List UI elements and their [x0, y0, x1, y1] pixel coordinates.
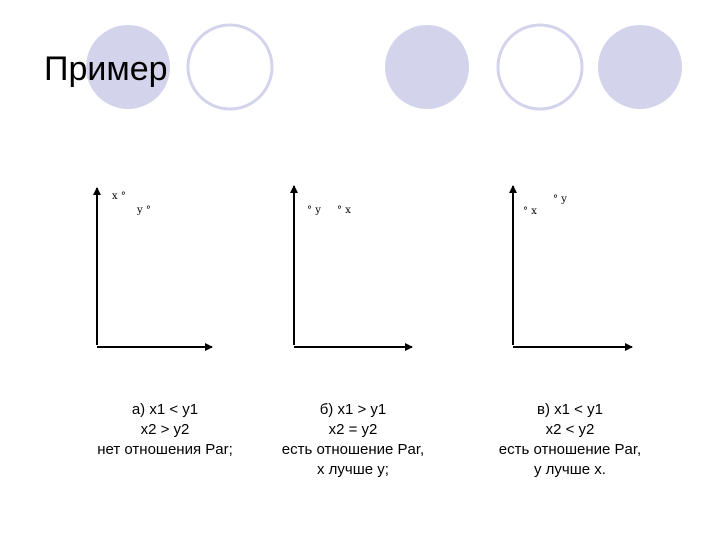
graph-c-point-1: ° x — [523, 206, 537, 217]
graph-c: ° x ° y — [509, 185, 633, 351]
graph-b-caption-line-4: x лучше y; — [317, 461, 389, 478]
graph-b-caption: б) x1 > y1 x2 = y2 есть отношение Par, x… — [243, 400, 463, 480]
graph-a-caption: а) x1 < y1 x2 > y2 нет отношения Par; — [55, 400, 275, 460]
graph-c-caption-line-2: x2 < y2 — [545, 421, 595, 438]
graph-b-caption-line-1: б) x1 > y1 — [319, 401, 387, 418]
graph-c-point-2: ° y — [553, 194, 567, 205]
decor-circle-4 — [496, 23, 584, 111]
graph-b-caption-line-3: есть отношение Par, — [281, 441, 425, 458]
graph-c-caption-line-1: в) x1 < y1 — [537, 401, 603, 418]
page-title: Пример — [44, 50, 168, 88]
graph-a-caption-line-2: x2 > y2 — [140, 421, 190, 438]
graph-a: x ° y ° — [93, 187, 213, 351]
graph-a-point-1: x ° — [112, 191, 126, 202]
graph-b: ° y ° x — [290, 185, 413, 351]
graph-b-point-2: ° x — [337, 205, 351, 216]
decor-circle-2 — [186, 23, 274, 111]
graph-c-caption: в) x1 < y1 x2 < y2 есть отношение Par, y… — [460, 400, 680, 480]
decor-circle-5 — [598, 25, 682, 109]
decor-circle-3 — [385, 25, 469, 109]
graph-b-point-1: ° y — [307, 205, 321, 216]
graph-a-caption-line-3: нет отношения Par; — [97, 441, 233, 458]
graph-a-caption-line-1: а) x1 < y1 — [131, 401, 199, 418]
graph-c-caption-line-4: y лучше x. — [534, 461, 606, 478]
graph-b-caption-line-2: x2 = y2 — [328, 421, 378, 438]
graph-c-caption-line-3: есть отношение Par, — [498, 441, 642, 458]
decor-circle-1 — [86, 25, 170, 109]
graph-a-point-2: y ° — [136, 205, 151, 216]
